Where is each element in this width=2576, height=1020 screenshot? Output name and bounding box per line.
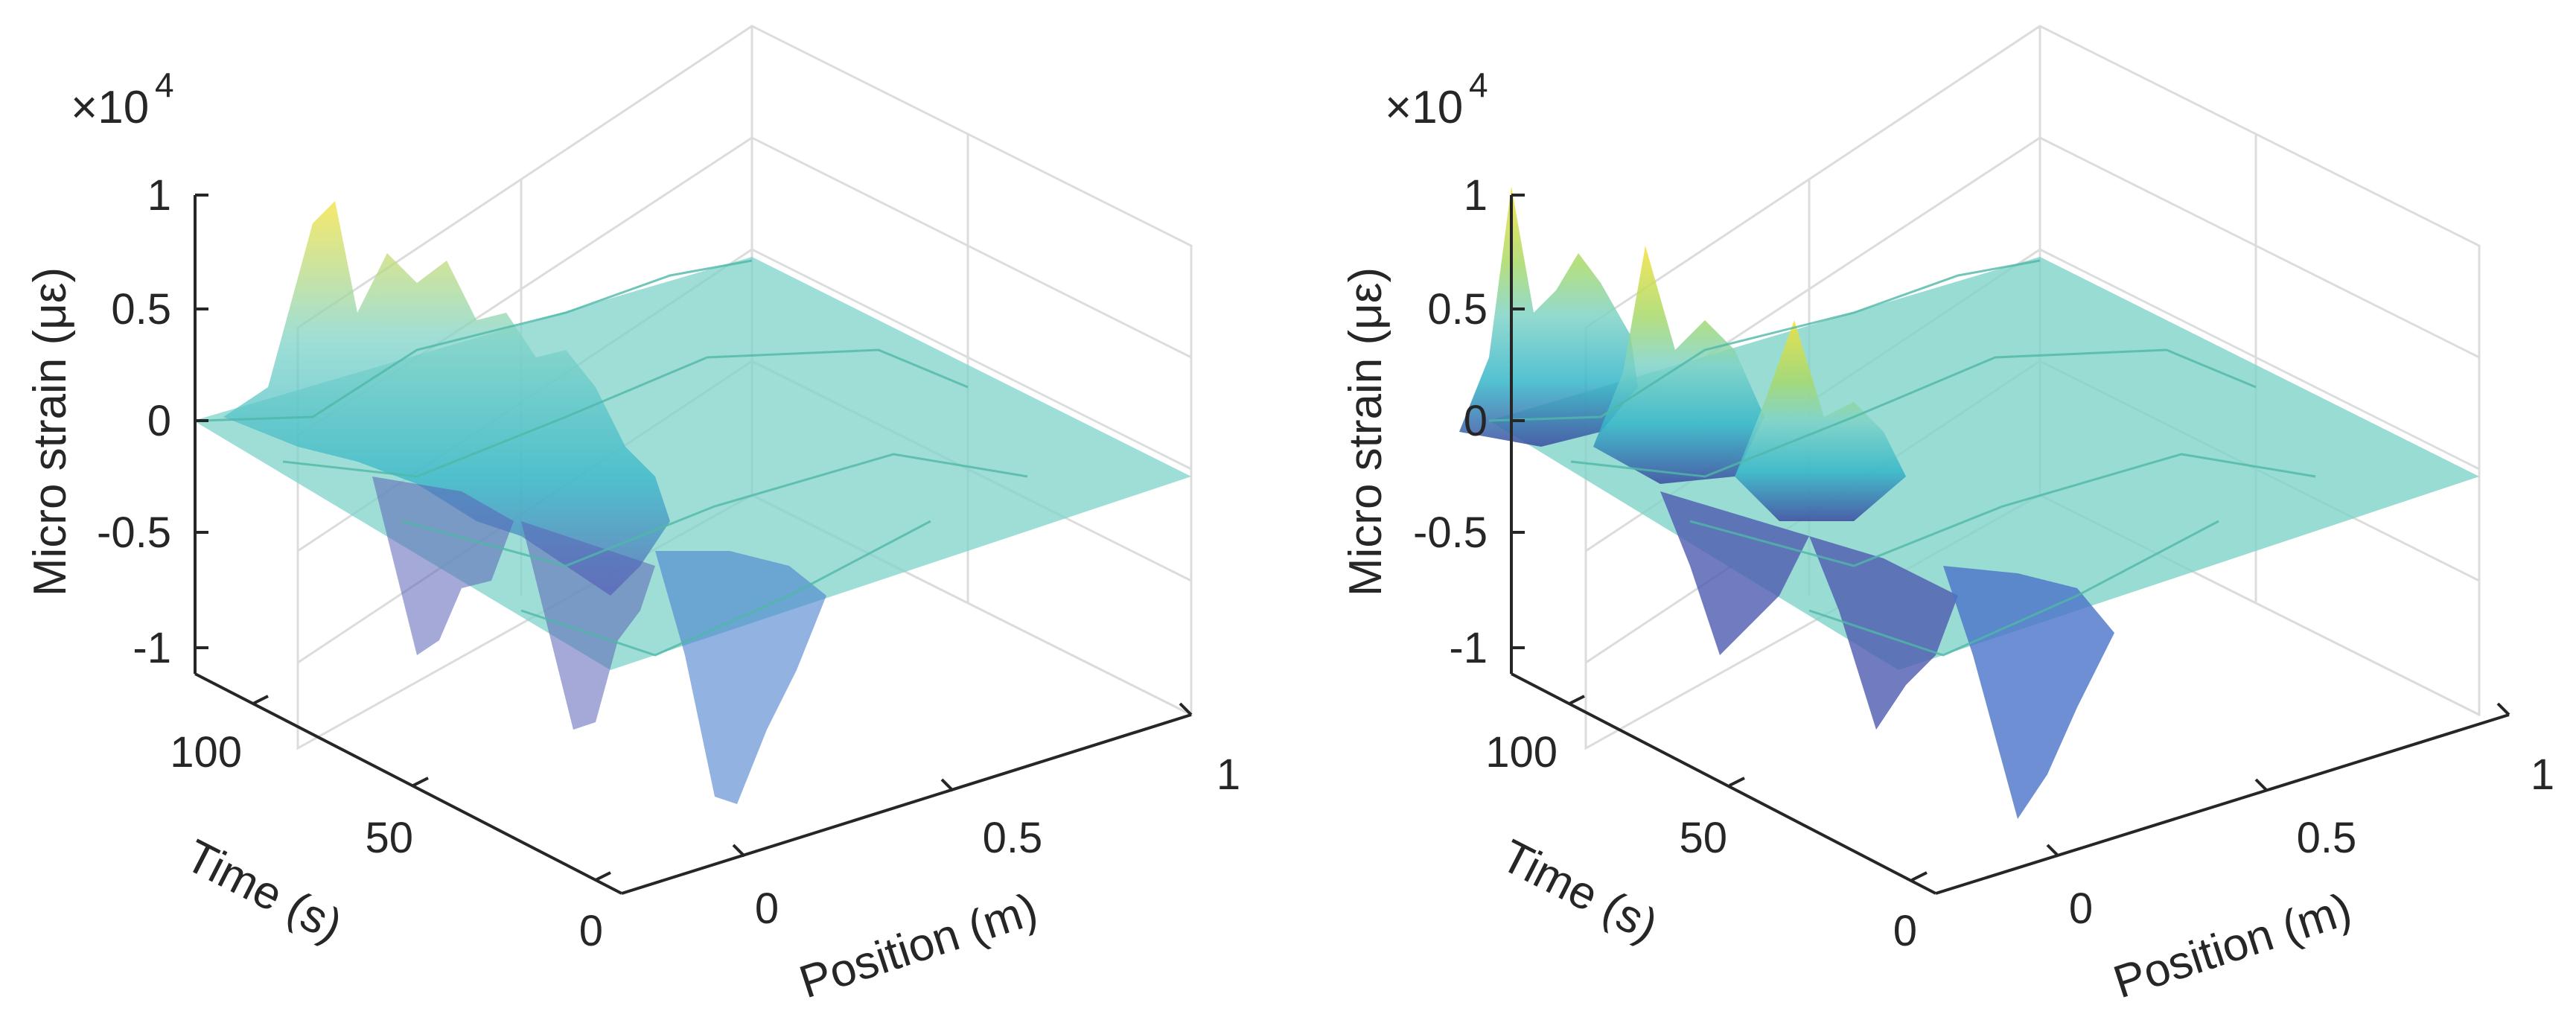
x-axis-label: Position (m)	[794, 884, 1044, 1009]
z-tick-label: -1	[1449, 624, 1488, 672]
ridge-line-3	[401, 453, 1028, 567]
z-axis-label: Micro strain (με)	[1340, 267, 1391, 596]
y-tick-label: 0	[1893, 907, 1917, 955]
ridge-line-1	[1488, 259, 2041, 422]
z-tick-label: 0	[1464, 397, 1488, 445]
z-tick-label: -0.5	[97, 509, 171, 557]
z-tick-label: -0.5	[1413, 509, 1488, 557]
axes	[194, 195, 1192, 895]
x-ticks: 0 0.5 1	[2046, 702, 2554, 933]
ridge-line-3	[1689, 453, 2316, 567]
y-tick-label: 0	[579, 907, 603, 955]
z-tick-label: 1	[147, 171, 171, 220]
trough-3	[1943, 566, 2114, 819]
axes	[1510, 195, 2510, 895]
z-tick-label: 0	[147, 397, 171, 445]
right-chart-panel: 1 0.5 0 -0.5 -1 ×10 4 100 50 0 0 0.5 1 M…	[1288, 0, 2576, 1020]
exponent-label: ×10 4	[71, 66, 174, 133]
z-ticks: 1 0.5 0 -0.5 -1	[97, 171, 208, 672]
x-tick-label: 0	[2069, 884, 2093, 933]
exponent-base: ×10	[71, 82, 149, 133]
surface	[194, 201, 1191, 804]
y-tick-label: 50	[365, 814, 413, 862]
peak-1	[1459, 186, 1638, 447]
trough-1	[372, 476, 514, 655]
ridge-line-4	[1808, 520, 2219, 657]
z-ticks: 1 0.5 0 -0.5 -1	[1413, 171, 1525, 672]
y-tick-label: 100	[1485, 728, 1558, 777]
y-ticks: 100 50 0	[170, 695, 611, 955]
surface	[1459, 186, 2479, 819]
x-tick-label: 1	[2531, 750, 2554, 799]
trough-1	[1660, 491, 1809, 655]
trough-2	[521, 521, 655, 730]
left-chart-svg: 1 0.5 0 -0.5 -1 ×10 4 100 50 0 0 0.5 1	[25, 25, 1240, 1009]
peak-2	[1593, 246, 1764, 484]
x-tick-label: 0.5	[983, 814, 1043, 862]
trough-2	[1809, 536, 1958, 730]
y-ticks: 100 50 0	[1485, 695, 1928, 955]
x-axis-label: Position (m)	[2108, 884, 2358, 1009]
x-tick-label: 0	[755, 884, 779, 933]
z-axis-label: Micro strain (με)	[25, 267, 76, 596]
trough-3	[655, 551, 826, 804]
exponent-base: ×10	[1385, 82, 1463, 133]
surface-peaks	[223, 201, 670, 596]
y-axis-label: Time (s)	[1493, 830, 1665, 952]
x-tick-label: 0.5	[2297, 814, 2357, 862]
exponent-power: 4	[155, 66, 174, 104]
z-tick-label: 0.5	[1427, 285, 1488, 334]
ridge-line-2	[282, 348, 969, 478]
right-chart-svg: 1 0.5 0 -0.5 -1 ×10 4 100 50 0 0 0.5 1 M…	[1340, 25, 2554, 1009]
x-tick-label: 1	[1217, 750, 1240, 799]
left-chart-panel: 1 0.5 0 -0.5 -1 ×10 4 100 50 0 0 0.5 1	[25, 25, 1240, 1009]
z-tick-label: 1	[1464, 171, 1488, 220]
y-tick-label: 50	[1679, 814, 1727, 862]
exponent-power: 4	[1469, 66, 1488, 104]
ridge-line-4	[520, 520, 931, 657]
y-tick-label: 100	[170, 728, 242, 777]
ridge-line-2	[1570, 348, 2257, 478]
peak-3	[1735, 320, 1906, 521]
z-tick-label: -1	[133, 624, 171, 672]
ridge-line-1	[200, 259, 753, 422]
y-axis-label: Time (s)	[177, 830, 350, 952]
z-tick-label: 0.5	[111, 285, 171, 334]
x-ticks: 0 0.5 1	[732, 702, 1240, 933]
exponent-label: ×10 4	[1385, 66, 1488, 133]
